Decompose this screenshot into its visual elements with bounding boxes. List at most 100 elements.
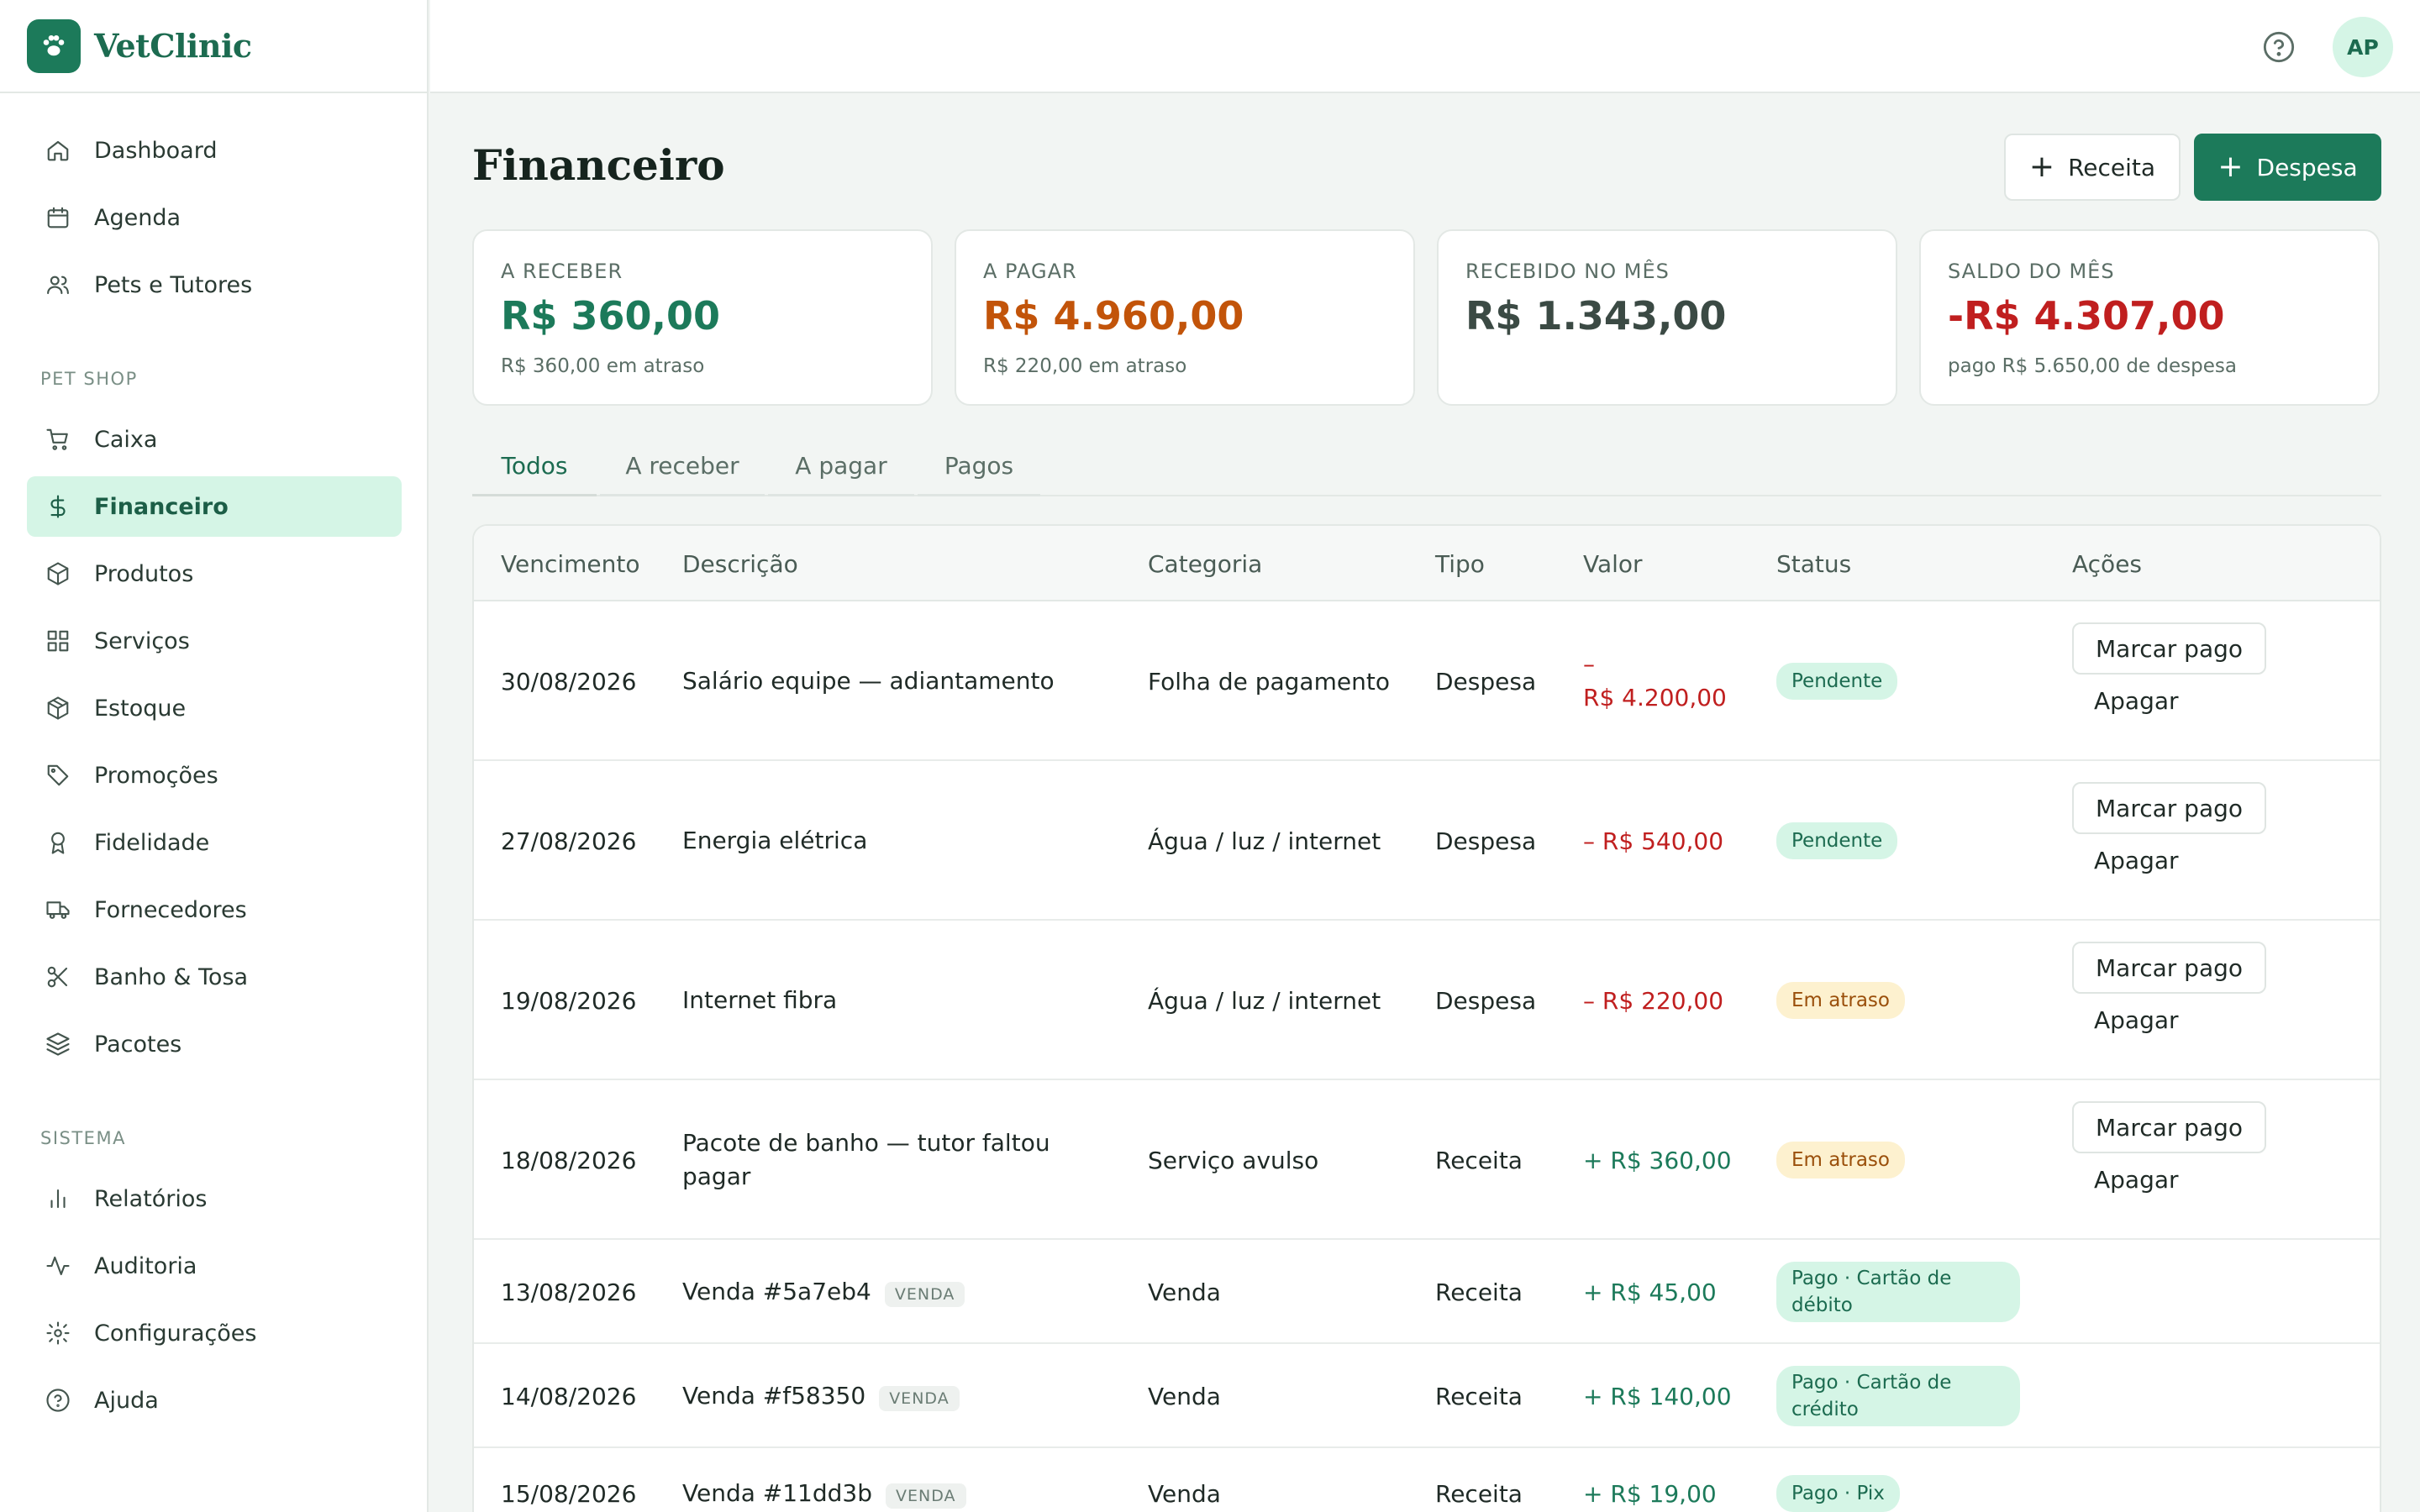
table-row[interactable]: 27/08/2026 Energia elétrica Água / luz / i… xyxy=(474,761,2380,921)
avatar[interactable]: AP xyxy=(2333,17,2393,77)
mark-paid-button[interactable]: Marcar pago xyxy=(2072,942,2267,994)
sidebar-item-label: Configurações xyxy=(94,1320,257,1347)
sidebar-item-promocoes[interactable]: Promoções xyxy=(27,745,402,806)
table-row[interactable]: 18/08/2026 Pacote de banho — tutor faltou… xyxy=(474,1080,2380,1240)
status-cell: Pendente xyxy=(1776,761,2020,921)
category-cell: Venda xyxy=(1148,1240,1425,1344)
sidebar-item-financeiro[interactable]: Financeiro xyxy=(27,476,402,537)
sidebar-item-banho-tosa[interactable]: Banho & Tosa xyxy=(27,947,402,1007)
table-row[interactable]: 14/08/2026 Venda #f58350 VENDA Venda Receita… xyxy=(474,1344,2380,1448)
tab-pagos[interactable]: Pagos xyxy=(918,438,1040,496)
sidebar-item-configuracoes[interactable]: Configurações xyxy=(27,1303,402,1363)
description: Salário equipe — adiantamento xyxy=(682,667,1055,695)
users-icon xyxy=(44,270,72,299)
category-cell: Venda xyxy=(1148,1344,1425,1448)
value-amount: R$ 45,00 xyxy=(1610,1278,1717,1306)
status-cell: Em atraso xyxy=(1776,1080,2020,1240)
sidebar-item-fidelidade[interactable]: Fidelidade xyxy=(27,812,402,873)
due-date-cell: 18/08/2026 xyxy=(501,1080,669,1240)
sidebar-item-fornecedores[interactable]: Fornecedores xyxy=(27,879,402,940)
tab-a-pagar[interactable]: A pagar xyxy=(768,438,914,496)
table-row[interactable]: 30/08/2026 Salário equipe — adiantamento F… xyxy=(474,601,2380,761)
sidebar-item-label: Estoque xyxy=(94,695,187,722)
card-value: R$ 1.343,00 xyxy=(1465,293,1727,339)
sidebar-item-agenda[interactable]: Agenda xyxy=(27,187,402,248)
sidebar-item-servicos[interactable]: Serviços xyxy=(27,611,402,671)
award-icon xyxy=(44,828,72,857)
scissors-icon xyxy=(44,963,72,991)
column-header-vencimento[interactable]: Vencimento xyxy=(501,549,640,578)
mark-paid-button[interactable]: Marcar pago xyxy=(2072,782,2267,834)
description: Energia elétrica xyxy=(682,827,868,854)
status-cell: Pago · Pix xyxy=(1776,1448,2020,1512)
sidebar-nav: Dashboard Agenda Pets e Tutores PET SHOP Cai… xyxy=(0,93,427,1431)
tab-a-receber[interactable]: A receber xyxy=(600,438,765,496)
mark-paid-button[interactable]: Marcar pago xyxy=(2072,1101,2267,1153)
value-amount: R$ 19,00 xyxy=(1610,1479,1717,1508)
category: Serviço avulso xyxy=(1148,1146,1319,1174)
plus-icon: + xyxy=(2217,150,2244,184)
main-content: Financeiro + Receita + Despesa A RECEBER… xyxy=(430,93,2420,1512)
sidebar-item-label: Auditoria xyxy=(94,1252,197,1279)
table-row[interactable]: 13/08/2026 Venda #5a7eb4 VENDA Venda Receita… xyxy=(474,1240,2380,1344)
sidebar-item-pets-e-tutores[interactable]: Pets e Tutores xyxy=(27,255,402,315)
table-row[interactable]: 15/08/2026 Venda #11dd3b VENDA Venda Receita… xyxy=(474,1448,2380,1512)
table-row[interactable]: 19/08/2026 Internet fibra Água / luz / int… xyxy=(474,921,2380,1080)
column-header-valor[interactable]: Valor xyxy=(1583,549,1643,578)
type: Receita xyxy=(1435,1382,1523,1410)
card-subtext: pago R$ 5.650,00 de despesa xyxy=(1948,355,2237,377)
card-subtext: R$ 220,00 em atraso xyxy=(983,355,1187,377)
due-date: 30/08/2026 xyxy=(501,667,637,696)
add-despesa-button[interactable]: + Despesa xyxy=(2194,134,2381,201)
dollar-icon xyxy=(44,492,72,521)
grid-icon xyxy=(44,627,72,655)
sidebar-item-relatorios[interactable]: Relatórios xyxy=(27,1168,402,1229)
help-circle-icon[interactable] xyxy=(2262,30,2296,64)
sidebar-item-dashboard[interactable]: Dashboard xyxy=(27,120,402,181)
value-amount: R$ 360,00 xyxy=(1610,1146,1732,1174)
brand[interactable]: VetClinic xyxy=(0,0,427,93)
paw-icon xyxy=(27,18,81,73)
description: Pacote de banho — tutor faltou pagar xyxy=(682,1129,1050,1190)
sidebar-item-ajuda[interactable]: Ajuda xyxy=(27,1370,402,1431)
due-date-cell: 19/08/2026 xyxy=(501,921,669,1080)
layers-icon xyxy=(44,1030,72,1058)
description-cell: Pacote de banho — tutor faltou pagar xyxy=(682,1080,1086,1240)
delete-button[interactable]: Apagar xyxy=(2094,1166,2179,1194)
brand-name: VetClinic xyxy=(94,27,252,65)
card-label: A RECEBER xyxy=(501,260,623,283)
delete-button[interactable]: Apagar xyxy=(2094,847,2179,874)
column-header-categoria[interactable]: Categoria xyxy=(1148,549,1263,578)
column-header-status[interactable]: Status xyxy=(1776,549,1852,578)
sidebar-item-produtos[interactable]: Produtos xyxy=(27,543,402,604)
due-date-cell: 30/08/2026 xyxy=(501,601,669,761)
mark-paid-button[interactable]: Marcar pago xyxy=(2072,622,2267,675)
add-receita-button[interactable]: + Receita xyxy=(2004,134,2181,201)
category: Venda xyxy=(1148,1382,1221,1410)
sidebar-item-auditoria[interactable]: Auditoria xyxy=(27,1236,402,1296)
delete-button[interactable]: Apagar xyxy=(2094,687,2179,715)
cart-icon xyxy=(44,425,72,454)
package-icon xyxy=(44,694,72,722)
table-header: Vencimento Descrição Categoria Tipo Valor Sta… xyxy=(474,526,2380,601)
add-despesa-label: Despesa xyxy=(2256,153,2358,181)
column-header-descricao[interactable]: Descrição xyxy=(682,549,798,578)
sale-tag: VENDA xyxy=(886,1483,966,1509)
column-header-tipo[interactable]: Tipo xyxy=(1435,549,1485,578)
value-amount: R$ 4.200,00 xyxy=(1583,684,1727,711)
column-header-acoes[interactable]: Ações xyxy=(2072,549,2143,578)
type-cell: Despesa xyxy=(1435,601,1578,761)
sidebar-item-label: Produtos xyxy=(94,560,194,587)
sidebar-section-heading: SISTEMA xyxy=(40,1128,126,1148)
sidebar-item-label: Pacotes xyxy=(94,1031,182,1058)
sidebar-item-estoque[interactable]: Estoque xyxy=(27,678,402,738)
tab-todos[interactable]: Todos xyxy=(472,438,597,496)
delete-button[interactable]: Apagar xyxy=(2094,1006,2179,1034)
plus-icon: + xyxy=(2028,150,2055,184)
category: Água / luz / internet xyxy=(1148,986,1381,1015)
type: Receita xyxy=(1435,1146,1523,1174)
sidebar-item-caixa[interactable]: Caixa xyxy=(27,409,402,470)
card-subtext: R$ 360,00 em atraso xyxy=(501,355,705,377)
sidebar-item-pacotes[interactable]: Pacotes xyxy=(27,1014,402,1074)
category-cell: Folha de pagamento xyxy=(1148,601,1425,761)
